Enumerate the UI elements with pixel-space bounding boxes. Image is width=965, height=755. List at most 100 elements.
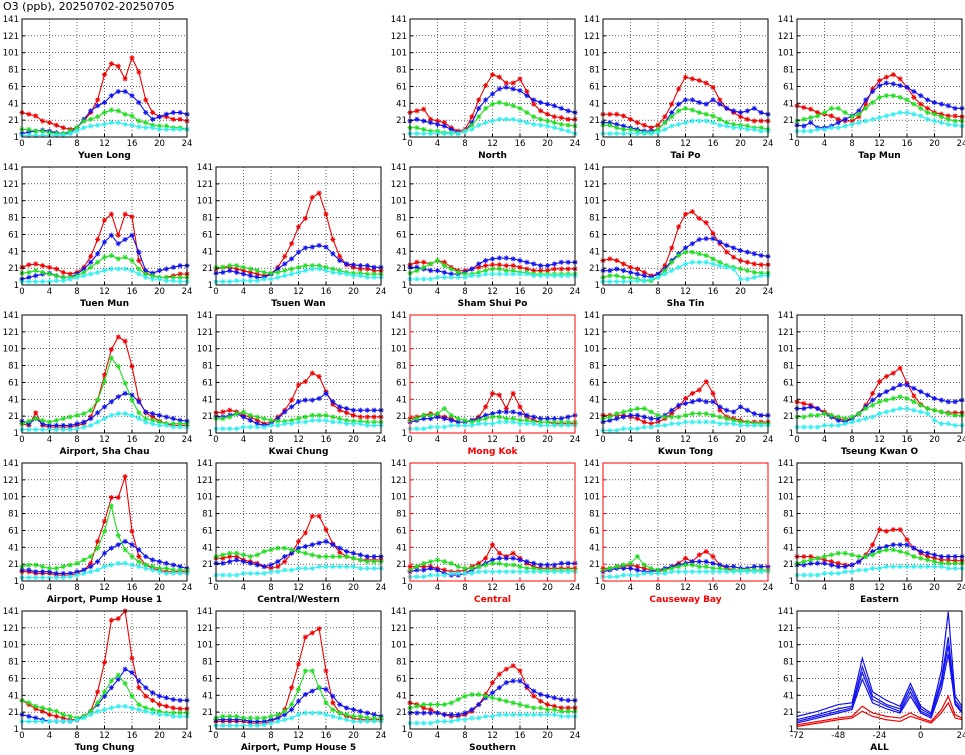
- data-point: [503, 271, 509, 277]
- data-point: [925, 557, 931, 563]
- data-point: [428, 565, 434, 571]
- data-point: [883, 528, 889, 534]
- data-point: [344, 553, 350, 560]
- y-tick-label: 141: [197, 459, 213, 469]
- data-point: [696, 411, 702, 417]
- data-point: [122, 380, 128, 386]
- data-point: [261, 564, 267, 570]
- data-point: [849, 121, 855, 127]
- data-point: [634, 412, 640, 418]
- data-point: [945, 103, 951, 109]
- data-point: [737, 569, 744, 575]
- x-tick-label: 8: [655, 287, 660, 297]
- panel-title: ALL: [870, 743, 889, 753]
- data-point: [607, 273, 613, 279]
- x-tick-label: 0: [600, 287, 605, 297]
- data-point: [101, 518, 108, 524]
- data-point: [254, 268, 260, 274]
- y-tick-label: 101: [3, 345, 19, 355]
- data-point: [517, 88, 523, 94]
- data-point: [476, 417, 482, 423]
- data-point: [476, 97, 482, 103]
- data-point: [108, 93, 114, 99]
- data-point: [496, 569, 502, 575]
- data-point: [641, 273, 647, 279]
- data-point: [441, 559, 447, 565]
- data-point: [621, 565, 627, 571]
- data-point: [434, 121, 441, 127]
- data-point: [496, 555, 502, 561]
- data-point: [682, 120, 689, 126]
- panel-title: Tap Mun: [858, 151, 900, 161]
- data-point: [621, 426, 627, 432]
- x-tick-label: 16: [127, 583, 138, 593]
- data-point: [357, 263, 363, 269]
- data-point: [448, 417, 454, 423]
- data-point: [669, 123, 675, 129]
- data-point: [163, 703, 169, 709]
- data-point: [371, 715, 377, 721]
- data-point: [952, 560, 958, 566]
- data-point: [737, 404, 744, 410]
- data-point: [309, 630, 315, 636]
- y-tick-label: 1: [208, 577, 213, 587]
- y-tick-label: 1: [789, 725, 794, 735]
- x-tick-label: 0: [19, 139, 24, 149]
- data-point: [496, 116, 502, 122]
- data-point: [524, 417, 530, 423]
- data-point: [95, 97, 101, 103]
- data-point: [952, 122, 958, 128]
- y-tick-label: 21: [589, 412, 600, 422]
- data-point: [170, 264, 176, 270]
- data-point: [240, 268, 247, 274]
- data-point: [751, 126, 757, 133]
- data-point: [136, 685, 142, 691]
- x-tick-label: 16: [321, 287, 332, 297]
- y-tick-label: 1: [402, 133, 407, 143]
- data-point: [309, 263, 315, 269]
- data-point: [469, 715, 475, 721]
- data-point: [234, 550, 240, 556]
- x-tick-label: 20: [929, 435, 940, 445]
- data-point: [469, 691, 475, 698]
- x-tick-label: 4: [47, 583, 52, 593]
- data-point: [558, 126, 564, 133]
- data-point: [524, 259, 530, 265]
- data-point: [40, 564, 46, 570]
- data-point: [863, 101, 869, 107]
- data-point: [821, 126, 828, 133]
- data-point: [220, 409, 226, 415]
- data-point: [517, 678, 523, 684]
- y-tick-label: 141: [778, 607, 794, 617]
- data-point: [60, 125, 66, 131]
- data-point: [247, 424, 253, 430]
- data-point: [925, 553, 931, 560]
- data-point: [469, 122, 475, 128]
- y-tick-label: 61: [396, 378, 407, 388]
- data-point: [414, 720, 420, 726]
- data-point: [227, 723, 233, 729]
- data-point: [758, 569, 764, 575]
- data-point: [696, 419, 702, 425]
- plot-frame: [215, 462, 382, 582]
- data-point: [344, 421, 350, 427]
- data-point: [177, 570, 183, 577]
- data-point: [108, 545, 114, 551]
- data-point: [268, 569, 274, 575]
- data-point: [517, 712, 523, 718]
- data-point: [414, 416, 420, 422]
- data-point: [835, 564, 841, 570]
- data-point: [53, 132, 59, 138]
- data-point: [234, 263, 240, 269]
- data-point: [428, 701, 434, 708]
- data-point: [95, 259, 101, 265]
- data-point: [648, 125, 654, 131]
- data-point: [337, 416, 343, 422]
- data-point: [414, 116, 420, 122]
- data-point: [717, 562, 723, 568]
- data-point: [26, 562, 32, 568]
- y-tick-label: 141: [584, 15, 600, 25]
- x-tick-label: 24: [957, 139, 965, 149]
- data-point: [551, 261, 557, 267]
